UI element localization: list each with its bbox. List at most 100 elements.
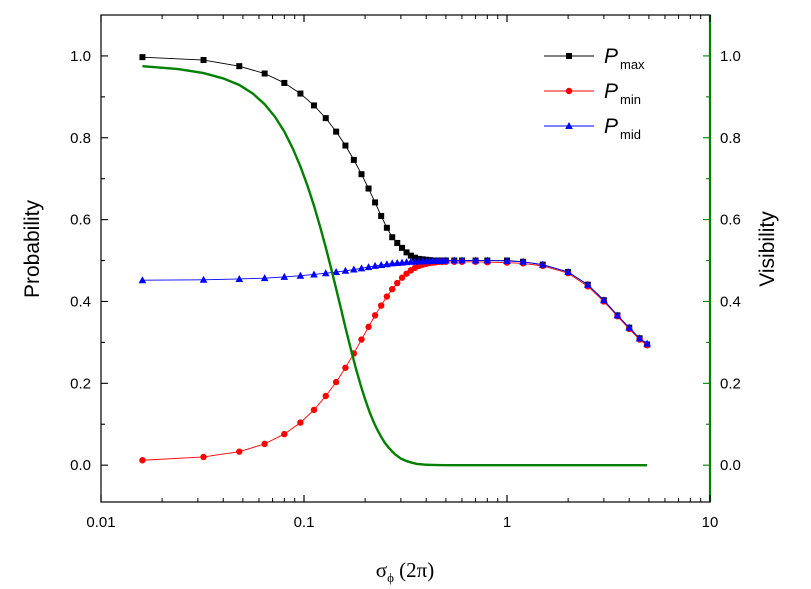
data-point-pmax: [333, 128, 340, 135]
y2-tick-label: 0.0: [720, 457, 741, 474]
data-point-pmax: [350, 156, 357, 163]
series-layer: [138, 54, 651, 467]
data-point-pmin: [200, 453, 207, 461]
data-point-pmax: [411, 254, 418, 261]
data-point-pmax: [394, 239, 401, 246]
data-point-pmin: [139, 457, 146, 464]
data-point-pmid: [442, 256, 450, 264]
y-tick-labels: 0.0 0.2 0.4 0.6 0.8 1.0: [70, 48, 91, 474]
data-point-pmid: [583, 280, 592, 288]
data-point-pmax: [342, 142, 349, 149]
data-point-pmin: [377, 302, 385, 309]
data-point-pmax: [139, 54, 146, 61]
legend-label-pmax: P: [604, 45, 618, 68]
y-axis-title: Probability: [21, 199, 44, 298]
data-point-pmid: [613, 311, 622, 319]
data-point-pmid: [280, 272, 289, 280]
x-axis-title: σϕ (2π): [376, 558, 435, 585]
data-point-pmax: [407, 252, 414, 259]
data-point-pmin: [398, 274, 406, 281]
axis-ticks: [100, 15, 711, 502]
data-point-pmin: [281, 430, 288, 438]
data-point-pmid: [643, 339, 651, 347]
data-point-pmax: [372, 199, 379, 206]
legend-label-pmid: P: [604, 115, 618, 138]
y-tick-label: 0.2: [70, 375, 91, 392]
y-tick-label: 0.4: [70, 293, 91, 310]
data-point-pmid: [364, 263, 373, 271]
data-point-pmin: [261, 440, 268, 448]
data-point-pmid: [538, 260, 547, 268]
y-tick-label: 0.6: [70, 212, 91, 229]
series-line-visibility: [142, 64, 648, 467]
data-point-pmid: [383, 260, 391, 268]
data-point-pmid: [388, 259, 397, 267]
x-tick-label: 0.1: [294, 514, 315, 531]
y2-tick-labels: 0.0 0.2 0.4 0.6 0.8 1.0: [720, 48, 741, 474]
y2-tick-label: 0.6: [720, 212, 741, 229]
data-point-pmax: [399, 244, 406, 251]
y2-tick-label: 0.2: [720, 375, 741, 392]
data-point-pmin: [297, 419, 304, 426]
y-tick-label: 1.0: [70, 48, 91, 65]
data-point-pmin: [342, 364, 349, 371]
data-point-pmin: [383, 293, 391, 300]
legend-sub-pmax: max: [620, 57, 645, 72]
data-point-pmid: [296, 271, 305, 279]
x-tick-labels: 0.01 0.1 1 10: [86, 514, 718, 531]
data-point-pmid: [483, 256, 492, 264]
data-point-pmax: [322, 115, 329, 122]
data-point-pmid: [377, 261, 385, 269]
legend-label-pmin: P: [604, 80, 618, 103]
data-point-pmin: [332, 378, 340, 386]
legend-marker-pmid: [565, 122, 573, 129]
x-axis-title-symbol: σ: [376, 558, 387, 582]
data-point-pmin: [389, 285, 396, 293]
data-point-pmid: [235, 274, 244, 282]
data-point-pmid: [635, 334, 644, 342]
plot-frame: [100, 14, 711, 503]
x-tick-label: 10: [702, 514, 719, 531]
data-point-pmax: [261, 70, 268, 77]
data-point-pmid: [341, 266, 350, 274]
data-point-pmax: [358, 171, 365, 178]
data-point-pmin: [310, 406, 318, 414]
series-pmin: [139, 258, 651, 464]
data-point-pmax: [297, 90, 304, 97]
legend-sub-pmin: min: [620, 92, 641, 107]
data-point-pmin: [358, 336, 365, 343]
data-point-pmid: [357, 264, 366, 272]
data-point-pmid: [564, 268, 572, 276]
data-point-pmid: [503, 256, 511, 264]
data-point-pmid: [625, 323, 634, 331]
data-point-pmid: [310, 270, 318, 278]
series-pmax: [139, 54, 651, 348]
legend-marker-pmax: [566, 53, 572, 59]
x-tick-label: 0.01: [86, 514, 115, 531]
data-point-pmin: [365, 323, 372, 331]
data-point-pmid: [199, 275, 208, 283]
y2-axis-title: Visibility: [756, 211, 779, 287]
data-point-pmin: [236, 448, 243, 455]
data-point-pmid: [371, 261, 379, 269]
legend-marker-pmin: [565, 87, 573, 95]
data-point-pmin: [371, 312, 379, 319]
x-tick-label: 1: [503, 514, 511, 531]
data-point-pmid: [260, 274, 269, 282]
data-point-pmax: [378, 212, 385, 219]
data-point-pmid: [458, 256, 466, 264]
data-point-pmid: [471, 256, 480, 264]
data-point-pmax: [236, 63, 243, 70]
data-point-pmid: [350, 265, 358, 273]
data-point-pmax: [365, 185, 372, 192]
data-point-pmax: [403, 249, 410, 256]
y2-tick-label: 1.0: [720, 48, 741, 65]
legend-sub-pmid: mid: [620, 127, 641, 142]
data-point-pmid: [519, 257, 527, 265]
y-tick-label: 0.0: [70, 457, 91, 474]
data-point-pmax: [383, 224, 390, 231]
data-point-pmin: [322, 392, 329, 400]
y2-tick-label: 0.4: [720, 293, 741, 310]
